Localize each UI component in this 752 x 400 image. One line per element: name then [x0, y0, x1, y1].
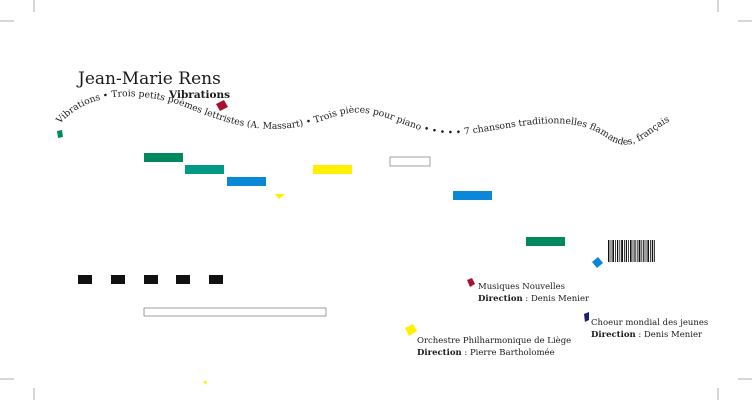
yellow-performer-marker: [405, 324, 417, 336]
black-block: [78, 275, 92, 284]
green-marker: [57, 130, 63, 138]
performer-musiques-nouvelles: Musiques Nouvelles Direction : Denis Men…: [478, 281, 589, 305]
yellow-triangle: [275, 194, 285, 199]
performer-name: Orchestre Philharmonique de Liège: [417, 336, 572, 346]
navy-performer-marker: [584, 312, 589, 322]
direction-label: Direction: [591, 330, 636, 340]
album-title: Vibrations: [169, 89, 231, 101]
yellow-dot: [203, 381, 207, 385]
performer-direction: Direction : Pierre Bartholomée: [417, 348, 555, 358]
direction-label: Direction: [417, 348, 462, 358]
red-performer-marker: [467, 278, 475, 287]
barcode: [608, 240, 655, 262]
direction-label: Direction: [478, 294, 523, 304]
director-name: Denis Menier: [643, 330, 703, 340]
black-block: [176, 275, 190, 284]
black-block: [144, 275, 158, 284]
performer-name: Choeur mondial des jeunes: [591, 318, 709, 328]
director-name: Pierre Bartholomée: [469, 348, 555, 358]
green-bar: [144, 153, 183, 162]
blue-bar: [227, 177, 266, 186]
composer-name: Jean-Marie Rens: [78, 69, 221, 89]
blue-diamond-marker: [592, 257, 603, 268]
outline-bar: [389, 156, 431, 167]
red-marker: [216, 100, 228, 111]
performer-direction: Direction : Denis Menier: [478, 294, 590, 304]
blue-bar-right: [453, 191, 492, 200]
yellow-bar: [313, 165, 352, 174]
performer-direction: Direction : Denis Menier: [591, 330, 703, 340]
green-bar-right: [526, 237, 565, 246]
performer-name: Musiques Nouvelles: [478, 282, 565, 292]
performer-orchestre-philharmonique: Orchestre Philharmonique de Liège Direct…: [417, 335, 571, 359]
performer-choeur-mondial: Choeur mondial des jeunes Direction : De…: [591, 317, 708, 341]
black-block: [209, 275, 223, 284]
black-block: [111, 275, 125, 284]
director-name: Denis Menier: [530, 294, 590, 304]
long-outline-bar: [143, 307, 327, 317]
teal-bar: [185, 165, 224, 174]
